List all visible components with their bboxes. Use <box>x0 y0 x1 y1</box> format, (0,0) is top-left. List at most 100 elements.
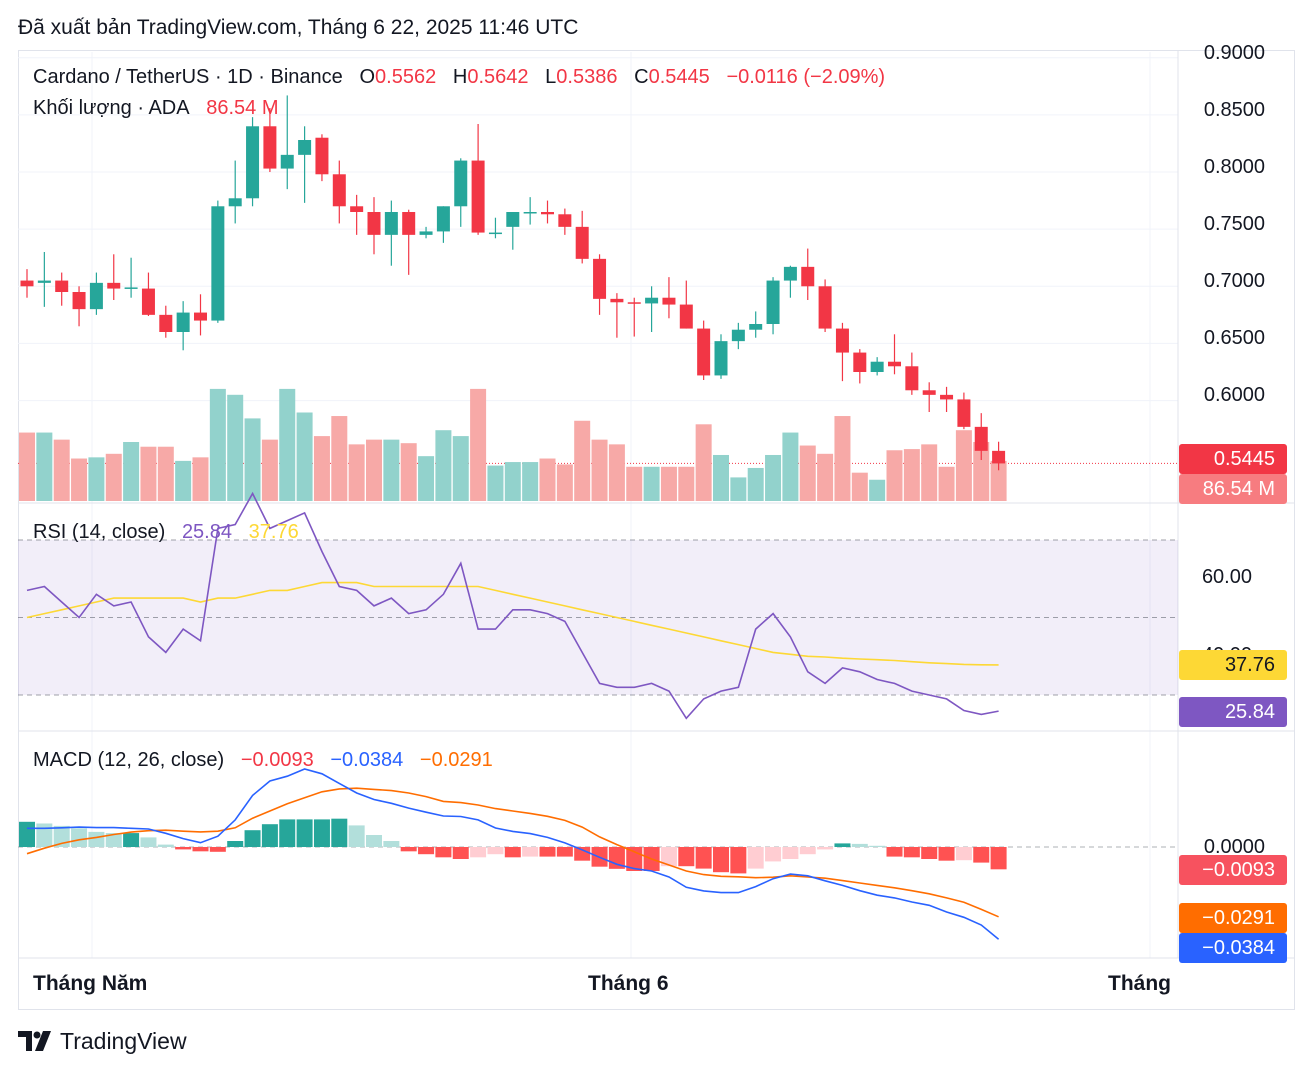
candle-body <box>107 282 121 289</box>
macd-label[interactable]: MACD (12, 26, close) <box>33 749 225 771</box>
macd-hist-bar <box>678 847 695 867</box>
candle-body <box>37 280 51 283</box>
macd-hist-bar <box>418 847 435 855</box>
candle-body <box>419 231 433 235</box>
candle-body <box>801 266 815 287</box>
candle-body <box>905 366 919 391</box>
macd-hist-bar <box>765 847 782 862</box>
volume-bar <box>834 416 851 501</box>
candle-body <box>888 361 901 367</box>
candle-body <box>72 292 86 310</box>
macd-hist-bar <box>903 847 920 858</box>
volume-bar <box>383 439 400 501</box>
candle-body <box>384 212 398 235</box>
volume-label[interactable]: Khối lượng · ADA <box>33 97 190 119</box>
volume-bar <box>747 467 764 501</box>
macd-hist-bar <box>470 847 487 858</box>
volume-bar <box>261 439 278 501</box>
candle-body <box>124 287 138 289</box>
volume-bar <box>782 432 799 501</box>
macd-hist-bar <box>955 847 972 861</box>
macd-hist-bar <box>435 847 452 858</box>
candle-body <box>645 297 659 304</box>
open-label: O <box>359 66 376 88</box>
volume-bar <box>990 460 1007 501</box>
volume-bar <box>227 394 244 501</box>
volume-bar <box>348 444 365 501</box>
macd-hist-bar <box>817 847 834 850</box>
volume-bar <box>817 453 834 501</box>
macd-hist-bar <box>331 818 348 847</box>
macd-hist-bar <box>782 847 799 859</box>
macd-hist-bar <box>296 819 313 847</box>
macd-hist-bar <box>209 847 226 852</box>
high-value: 0.5642 <box>467 66 529 88</box>
macd-hist-bar <box>366 835 382 847</box>
price-legend: Cardano / TetherUS · 1D · Binance O0.556… <box>33 66 885 89</box>
volume-bar <box>36 432 53 501</box>
macd-hist-bar <box>921 847 938 859</box>
volume-bar <box>973 442 990 501</box>
volume-bar <box>643 466 660 501</box>
macd-hist-bar <box>660 847 677 867</box>
candle-body <box>974 426 988 451</box>
rsi-ma-line <box>26 581 999 666</box>
macd-hist-bar <box>227 841 244 847</box>
macd-signal-value: −0.0291 <box>419 749 493 771</box>
volume-badge: 86.54 M <box>1179 474 1287 504</box>
volume-bar <box>296 412 313 501</box>
candle-body <box>992 450 1006 464</box>
volume-bar <box>574 420 591 501</box>
volume-bar <box>209 388 226 501</box>
volume-bar <box>713 454 729 501</box>
macd-hist-bar <box>400 847 417 852</box>
candle-body <box>20 280 34 287</box>
volume-bar <box>366 439 382 501</box>
rsi-label[interactable]: RSI (14, close) <box>33 521 166 543</box>
macd-tick: 0.0000 <box>1203 836 1265 858</box>
candle-body <box>679 304 693 329</box>
volume-bar <box>730 477 747 501</box>
volume-bar <box>105 453 122 501</box>
macd-hist-bar <box>19 821 35 847</box>
volume-bar <box>556 464 573 501</box>
close-value: 0.5445 <box>648 66 710 88</box>
price-tick: 0.7000 <box>1203 270 1265 292</box>
volume-bar <box>331 416 348 501</box>
time-label-next: Tháng <box>1108 972 1171 995</box>
price-tick: 0.9000 <box>1203 42 1265 64</box>
volume-bar <box>522 462 539 501</box>
macd-hist-bar <box>730 847 747 874</box>
chart-frame[interactable] <box>18 50 1295 1010</box>
volume-bar <box>921 444 938 501</box>
macd-hist-bar <box>747 847 764 869</box>
macd-hist-bar <box>123 833 140 847</box>
candle-body <box>697 328 711 376</box>
candle-body <box>610 298 624 303</box>
macd-hist-bar <box>556 847 573 857</box>
macd-hist-bar <box>574 847 591 861</box>
price-tick: 0.6000 <box>1203 384 1265 406</box>
open-value: 0.5562 <box>375 66 437 88</box>
high-label: H <box>452 66 468 88</box>
volume-bar <box>851 472 868 501</box>
volume-bar <box>140 446 157 501</box>
rsi-line <box>26 491 999 720</box>
candle-body <box>818 286 832 329</box>
volume-bar <box>626 466 643 501</box>
volume-bar <box>175 460 192 501</box>
candle-body <box>402 212 416 235</box>
published-note: Đã xuất bản TradingView.com, Tháng 6 22,… <box>18 16 579 39</box>
volume-bar <box>71 458 88 501</box>
candle-body <box>436 206 450 232</box>
macd-hist-bar <box>713 847 729 873</box>
change-value: −0.0116 (−2.09%) <box>726 66 886 88</box>
macd-hist-bar <box>504 847 521 858</box>
candle-body <box>541 212 554 215</box>
volume-bar <box>938 466 955 501</box>
macd-line-value: −0.0384 <box>330 749 404 771</box>
tradingview-icon <box>18 1030 51 1051</box>
tradingview-logo[interactable]: TradingView <box>18 1028 187 1055</box>
symbol-title[interactable]: Cardano / TetherUS · 1D · Binance <box>33 66 343 88</box>
